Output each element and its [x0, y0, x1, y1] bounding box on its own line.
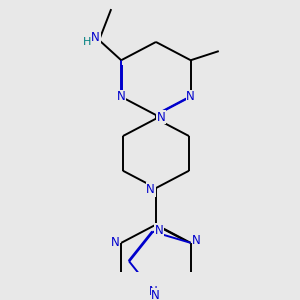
Text: N: N	[148, 285, 157, 298]
Text: N: N	[146, 183, 155, 196]
Text: H: H	[82, 37, 91, 47]
Text: N: N	[157, 111, 166, 124]
Text: N: N	[91, 32, 100, 44]
Text: N: N	[111, 236, 120, 249]
Text: N: N	[192, 234, 201, 247]
Text: N: N	[151, 289, 160, 300]
Text: N: N	[155, 224, 164, 237]
Text: N: N	[186, 90, 195, 103]
Text: N: N	[117, 90, 126, 103]
